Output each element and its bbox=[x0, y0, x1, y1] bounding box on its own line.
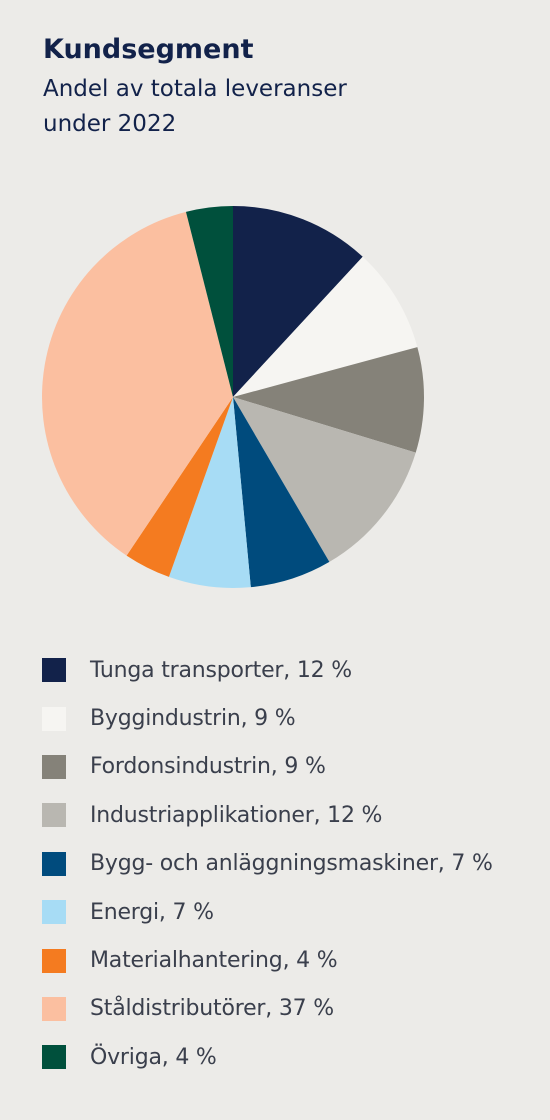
pie-slice-1 bbox=[233, 205, 363, 397]
legend-item: Fordonsindustrin, 9 % bbox=[42, 743, 542, 791]
legend-swatch bbox=[42, 851, 66, 876]
legend-swatch bbox=[42, 996, 66, 1021]
pie-slice-8 bbox=[42, 211, 233, 556]
legend-label: Övriga, 4 % bbox=[90, 1044, 217, 1070]
pie-slice-9 bbox=[185, 206, 233, 397]
pie-slice-6 bbox=[168, 397, 251, 589]
pie-chart bbox=[42, 205, 424, 589]
pie-slice-2 bbox=[233, 256, 418, 397]
pie-slice-7 bbox=[126, 397, 233, 577]
legend-label: Bygg- och anläggningsmaskiner, 7 % bbox=[90, 851, 493, 877]
legend-swatch bbox=[42, 803, 66, 828]
legend-label: Energi, 7 % bbox=[90, 899, 214, 925]
legend-label: Tunga transporter, 12 % bbox=[90, 657, 352, 683]
legend-label: Fordonsindustrin, 9 % bbox=[90, 754, 326, 780]
chart-title: Kundsegment bbox=[43, 34, 254, 65]
legend-item: Bygg- och anläggningsmaskiner, 7 % bbox=[42, 840, 542, 888]
legend-swatch bbox=[42, 948, 66, 973]
legend-label: Industriapplikationer, 12 % bbox=[90, 802, 383, 828]
pie-slice-4 bbox=[233, 397, 416, 562]
legend-item: Byggindustrin, 9 % bbox=[42, 694, 542, 742]
legend-swatch bbox=[42, 658, 66, 683]
legend-swatch bbox=[42, 1045, 66, 1070]
pie-slice-5 bbox=[233, 397, 330, 588]
legend-swatch bbox=[42, 900, 66, 925]
legend-swatch bbox=[42, 754, 66, 779]
chart-header: Kundsegment Andel av totala leveranser u… bbox=[43, 30, 503, 142]
legend-label: Materialhantering, 4 % bbox=[90, 948, 338, 974]
legend-item: Övriga, 4 % bbox=[42, 1033, 542, 1081]
chart-subtitle-line-1: Andel av totala leveranser bbox=[43, 76, 347, 102]
legend-label: Ståldistributörer, 37 % bbox=[90, 996, 334, 1022]
chart-subtitle-line-2: under 2022 bbox=[43, 111, 177, 137]
legend-label: Byggindustrin, 9 % bbox=[90, 706, 296, 732]
legend-item: Materialhantering, 4 % bbox=[42, 936, 542, 984]
chart-subtitle: Andel av totala leveranser under 2022 bbox=[43, 72, 503, 142]
legend-item: Industriapplikationer, 12 % bbox=[42, 791, 542, 839]
legend-swatch bbox=[42, 706, 66, 731]
chart-legend: Tunga transporter, 12 % Byggindustrin, 9 … bbox=[42, 646, 542, 1082]
legend-item: Tunga transporter, 12 % bbox=[42, 646, 542, 694]
legend-item: Energi, 7 % bbox=[42, 888, 542, 936]
pie-slice-3 bbox=[233, 347, 424, 453]
legend-item: Ståldistributörer, 37 % bbox=[42, 985, 542, 1033]
